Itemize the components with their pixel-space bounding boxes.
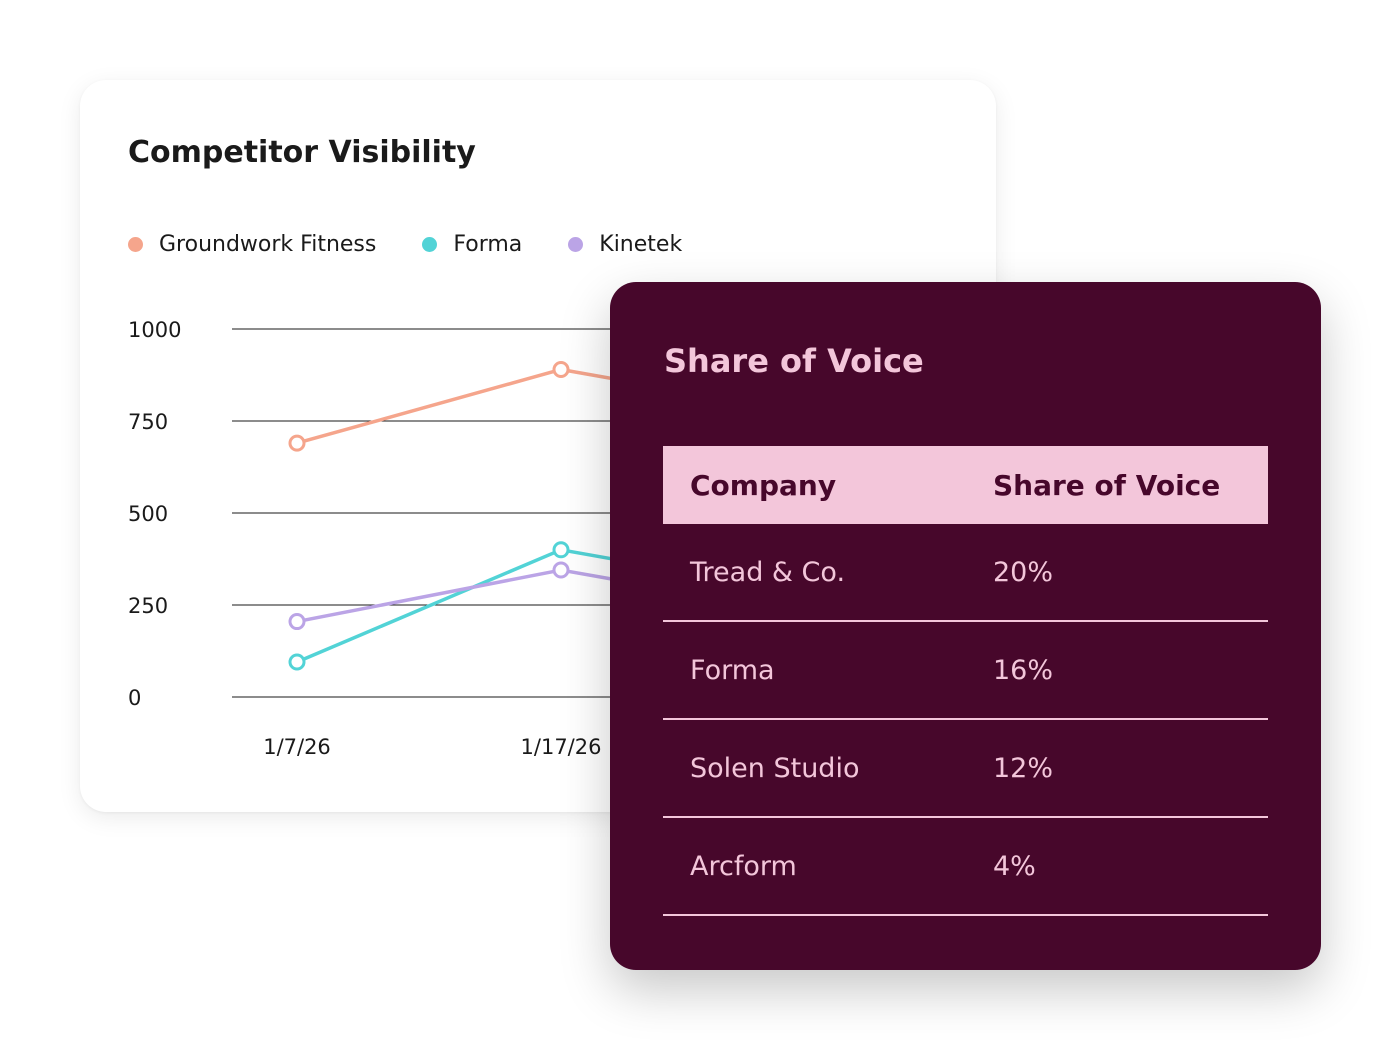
legend-label: Forma	[453, 232, 523, 257]
legend-dot-icon	[568, 237, 584, 252]
series-line	[296, 568, 641, 624]
table-row: Forma 16%	[663, 622, 1268, 720]
share-of-voice-table: Company Share of Voice Tread & Co. 20% F…	[663, 446, 1268, 916]
legend-label: Kinetek	[599, 232, 683, 257]
column-header-company: Company	[690, 468, 837, 502]
cell-company: Forma	[690, 654, 775, 686]
legend-item-kinetek[interactable]: Kinetek	[568, 232, 682, 257]
column-header-share: Share of Voice	[993, 468, 1221, 502]
series-line	[296, 367, 641, 445]
data-point	[552, 360, 570, 378]
share-of-voice-title: Share of Voice	[664, 342, 924, 380]
y-tick-label: 500	[128, 502, 168, 526]
data-point	[288, 434, 306, 452]
y-tick-label: 0	[128, 686, 141, 710]
cell-share: 16%	[993, 654, 1054, 686]
legend-item-forma[interactable]: Forma	[422, 232, 522, 257]
y-tick-label: 750	[128, 410, 168, 434]
cell-share: 4%	[993, 850, 1036, 882]
series-line	[296, 548, 641, 664]
table-header: Company Share of Voice	[663, 446, 1268, 524]
share-of-voice-card: Share of Voice Company Share of Voice Tr…	[610, 282, 1321, 970]
cell-company: Arcform	[690, 850, 797, 882]
legend-item-groundwork-fitness[interactable]: Groundwork Fitness	[128, 232, 376, 257]
y-tick-label: 250	[128, 594, 168, 618]
chart-legend: Groundwork Fitness Forma Kinetek	[128, 232, 728, 257]
data-point	[552, 541, 570, 559]
cell-company: Tread & Co.	[690, 556, 846, 588]
cell-share: 20%	[993, 556, 1054, 588]
data-point	[552, 561, 570, 579]
cell-company: Solen Studio	[690, 752, 860, 784]
table-row: Solen Studio 12%	[663, 720, 1268, 818]
legend-label: Groundwork Fitness	[159, 232, 377, 257]
legend-dot-icon	[128, 237, 143, 252]
x-tick-label: 1/17/26	[521, 735, 602, 759]
cell-share: 12%	[993, 752, 1054, 784]
legend-dot-icon	[422, 237, 438, 252]
x-tick-label: 1/7/26	[263, 735, 331, 759]
table-row: Tread & Co. 20%	[663, 524, 1268, 622]
data-point	[288, 613, 306, 631]
data-point	[288, 653, 306, 671]
table-row: Arcform 4%	[663, 818, 1268, 916]
chart-title: Competitor Visibility	[128, 135, 476, 170]
y-tick-label: 1000	[128, 318, 181, 342]
